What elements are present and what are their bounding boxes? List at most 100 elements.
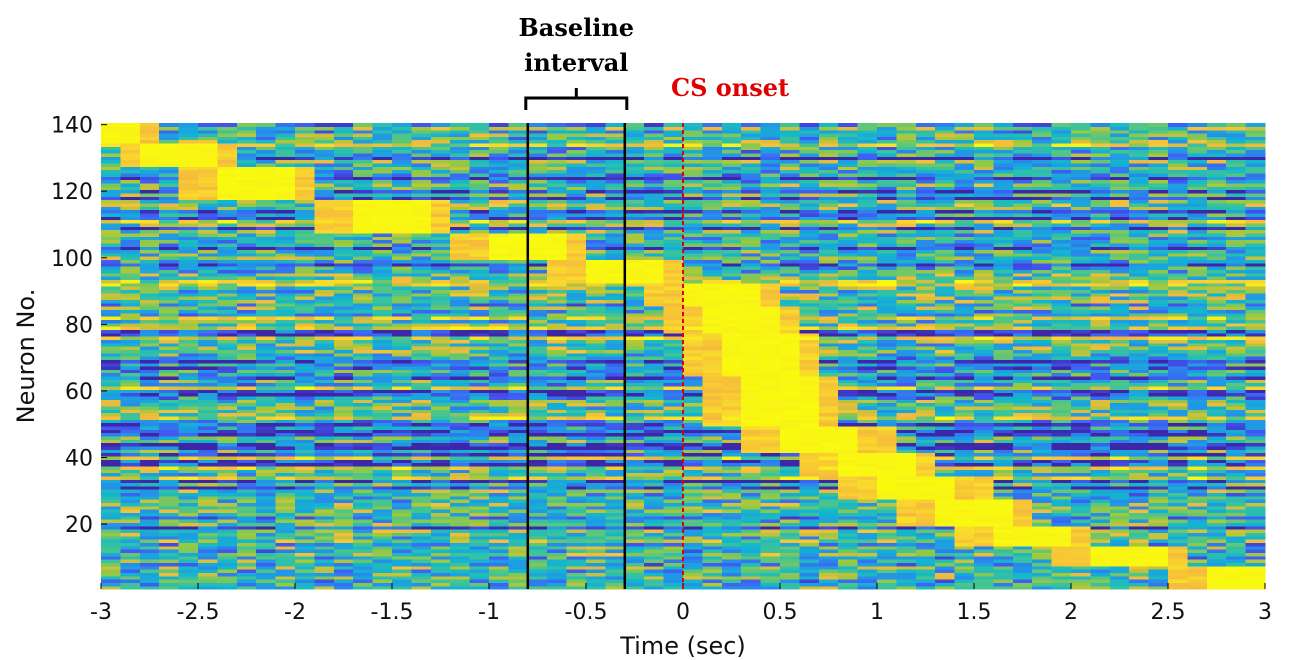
heatmap-cell xyxy=(663,392,684,397)
heatmap-cell xyxy=(372,449,393,454)
heatmap-cell xyxy=(915,419,936,424)
heatmap-cell xyxy=(489,395,509,400)
heatmap-cell xyxy=(120,442,141,447)
heatmap-cell xyxy=(624,379,645,384)
heatmap-cell xyxy=(275,339,296,344)
heatmap-cell xyxy=(935,329,956,334)
heatmap-cell xyxy=(586,316,606,320)
heatmap-cell xyxy=(993,419,1014,424)
heatmap-cell xyxy=(780,475,800,480)
heatmap-cell xyxy=(508,485,529,490)
heatmap-cell xyxy=(295,372,315,377)
heatmap-cell xyxy=(450,469,471,474)
heatmap-cell xyxy=(1071,582,1091,587)
heatmap-cell xyxy=(605,539,626,543)
heatmap-cell xyxy=(566,495,587,500)
heatmap-cell xyxy=(450,502,471,507)
heatmap-cell xyxy=(411,409,432,414)
heatmap-cell xyxy=(605,362,626,367)
heatmap-cell xyxy=(295,549,315,553)
heatmap-cell xyxy=(877,395,897,400)
heatmap-cell xyxy=(1109,455,1130,460)
heatmap-cell xyxy=(915,362,936,367)
heatmap-cell xyxy=(1187,472,1208,477)
heatmap-cell xyxy=(372,472,393,477)
heatmap-cell xyxy=(741,399,762,404)
heatmap-cell xyxy=(935,499,956,504)
heatmap-cell xyxy=(159,319,180,324)
heatmap-cell xyxy=(1245,582,1266,587)
heatmap-cell xyxy=(896,492,917,497)
heatmap-cell xyxy=(935,425,956,430)
heatmap-cell xyxy=(120,545,141,550)
heatmap-cell xyxy=(954,435,975,440)
heatmap-cell xyxy=(489,359,509,364)
heatmap-cell xyxy=(178,379,199,384)
heatmap-cell xyxy=(1071,375,1091,380)
heatmap-cell xyxy=(1187,499,1208,504)
heatmap-cell xyxy=(411,359,432,364)
heatmap-cell xyxy=(1109,439,1130,444)
heatmap-cell xyxy=(935,382,956,387)
heatmap-cell xyxy=(1129,522,1150,527)
heatmap-cell xyxy=(547,505,568,510)
heatmap-cell xyxy=(1148,349,1169,354)
heatmap-cell xyxy=(508,375,529,380)
heatmap-cell xyxy=(469,419,490,424)
heatmap-cell xyxy=(314,482,335,487)
heatmap-cell xyxy=(993,489,1014,494)
heatmap-cell xyxy=(217,395,238,400)
heatmap-cell xyxy=(702,545,723,550)
heatmap-cell xyxy=(489,545,509,550)
heatmap-cell xyxy=(275,412,296,417)
heatmap-cell xyxy=(372,432,393,437)
heatmap-cell xyxy=(527,569,548,573)
heatmap-cell xyxy=(333,402,354,407)
heatmap-cell xyxy=(935,415,956,420)
heatmap-cell xyxy=(741,585,762,590)
heatmap-cell xyxy=(430,545,451,550)
heatmap-cell xyxy=(236,412,257,417)
heatmap-cell xyxy=(1148,555,1169,560)
heatmap-cell xyxy=(353,346,374,350)
heatmap-cell xyxy=(1051,435,1072,440)
heatmap-cell xyxy=(683,329,703,334)
heatmap-cell xyxy=(1226,422,1247,427)
heatmap-cell xyxy=(1206,539,1227,543)
heatmap-cell xyxy=(935,569,956,573)
heatmap-cell xyxy=(256,469,277,474)
heatmap-cell xyxy=(1148,585,1169,590)
heatmap-cell xyxy=(295,365,315,370)
heatmap-cell xyxy=(663,422,684,427)
heatmap-cell xyxy=(915,559,936,563)
heatmap-cell xyxy=(954,385,975,390)
heatmap-cell xyxy=(780,449,800,454)
heatmap-cell xyxy=(1148,519,1169,524)
heatmap-cell xyxy=(915,422,936,427)
heatmap-cell xyxy=(547,465,568,470)
heatmap-cell xyxy=(1245,336,1266,340)
heatmap-cell xyxy=(139,319,160,324)
heatmap-cell xyxy=(295,455,315,460)
heatmap-cell xyxy=(217,585,238,590)
heatmap-cell xyxy=(469,429,490,434)
heatmap-cell xyxy=(527,452,548,457)
heatmap-cell xyxy=(838,545,859,550)
heatmap-cell xyxy=(1032,399,1053,404)
heatmap-cell xyxy=(780,429,800,434)
heatmap-cell xyxy=(1226,372,1247,377)
heatmap-cell xyxy=(411,522,432,527)
heatmap-cell xyxy=(1245,462,1266,467)
heatmap-cell xyxy=(217,365,238,370)
heatmap-cell xyxy=(624,449,645,454)
heatmap-cell xyxy=(178,555,199,560)
heatmap-cell xyxy=(605,379,626,384)
heatmap-cell xyxy=(1109,475,1130,480)
heatmap-cell xyxy=(1129,462,1150,467)
heatmap-cell xyxy=(120,356,141,360)
heatmap-cell xyxy=(702,462,723,467)
heatmap-cell xyxy=(993,512,1014,517)
heatmap-cell xyxy=(372,392,393,397)
heatmap-cell xyxy=(372,562,393,567)
heatmap-cell xyxy=(469,539,490,543)
